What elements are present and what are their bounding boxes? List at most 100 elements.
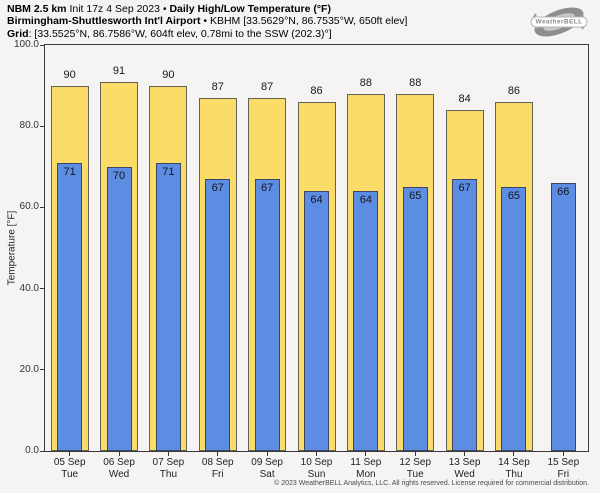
init-time: Init 17z 4 Sep 2023 • bbox=[66, 3, 170, 15]
x-axis-label: 15 Sep Fri bbox=[539, 457, 588, 481]
x-axis-tick bbox=[464, 451, 466, 456]
x-axis-label-date: 08 Sep bbox=[201, 457, 234, 468]
x-axis-label-date: 11 Sep bbox=[350, 457, 382, 468]
y-axis-tick-label: 80.0 bbox=[19, 120, 39, 132]
low-bar bbox=[501, 187, 527, 451]
x-axis-label: 09 Sep Sat bbox=[242, 457, 291, 481]
x-axis-label-weekday: Tue bbox=[61, 468, 79, 480]
low-value-label: 70 bbox=[112, 169, 126, 182]
low-bar bbox=[254, 178, 280, 451]
y-axis-tick-label: 20.0 bbox=[19, 363, 39, 375]
logo-text: WeatherBELL bbox=[530, 16, 588, 28]
x-axis-label: 13 Sep Wed bbox=[440, 457, 489, 481]
x-axis-tick bbox=[118, 451, 120, 456]
high-value-label: 84 bbox=[458, 92, 471, 105]
x-axis-label-date: 14 Sep bbox=[498, 457, 530, 468]
x-axis-label-weekday: Fri bbox=[211, 468, 224, 480]
low-value-label: 67 bbox=[211, 181, 224, 194]
header-line-3: Grid: [33.5525°N, 86.7586°W, 604ft elev,… bbox=[7, 28, 407, 40]
x-axis-tick bbox=[365, 451, 367, 456]
y-axis-tick bbox=[40, 450, 45, 452]
low-bar bbox=[353, 191, 379, 451]
high-value-label: 88 bbox=[359, 76, 372, 89]
y-axis-title: Temperature [°F] bbox=[6, 210, 18, 286]
y-axis-tick-label: 0.0 bbox=[25, 445, 39, 456]
high-value-label: 91 bbox=[112, 64, 126, 77]
x-axis-label-date: 12 Sep bbox=[399, 457, 432, 468]
high-value-label: 90 bbox=[63, 68, 76, 81]
x-axis-label-weekday: Fri bbox=[557, 468, 570, 480]
model-name: NBM 2.5 km bbox=[7, 3, 67, 15]
x-axis-tick bbox=[513, 451, 515, 456]
x-axis-tick bbox=[414, 451, 416, 456]
x-axis-label: 05 Sep Tue bbox=[45, 457, 94, 481]
low-value-label: 71 bbox=[63, 165, 76, 178]
x-axis-label: 14 Sep Thu bbox=[489, 457, 538, 481]
high-value-label: 88 bbox=[409, 76, 422, 89]
low-value-label: 65 bbox=[507, 190, 521, 203]
y-axis-tick-label: 60.0 bbox=[19, 201, 39, 213]
x-axis-label: 07 Sep Thu bbox=[144, 457, 193, 481]
low-value-label: 64 bbox=[359, 194, 372, 207]
plot-area: 0.0 20.0 40.0 60.0 80.0 100.0 90 71 05 Sep Tue 91 7… bbox=[14, 39, 589, 480]
station-details: • KBHM [33.5629°N, 86.7535°W, 650ft elev… bbox=[200, 15, 408, 28]
low-bar bbox=[155, 162, 181, 451]
station-name: Birmingham-Shuttlesworth Int'l Airport bbox=[7, 15, 201, 28]
low-value-label: 67 bbox=[458, 181, 471, 194]
high-value-label: 86 bbox=[310, 84, 323, 97]
x-axis-label-date: 06 Sep bbox=[103, 457, 135, 468]
x-axis-label: 08 Sep Fri bbox=[193, 457, 242, 481]
y-axis-tick-label: 100.0 bbox=[13, 39, 39, 50]
x-axis-tick bbox=[69, 451, 71, 456]
high-value-label: 87 bbox=[211, 80, 224, 93]
low-bar bbox=[205, 178, 231, 451]
low-bar bbox=[57, 162, 83, 451]
high-value-label: 87 bbox=[261, 80, 274, 93]
low-bar bbox=[106, 166, 132, 451]
chart-header: NBM 2.5 km Init 17z 4 Sep 2023 • Daily H… bbox=[7, 3, 407, 40]
low-bar bbox=[304, 191, 329, 451]
x-axis-label: 06 Sep Wed bbox=[94, 457, 143, 481]
x-axis-label-weekday: Wed bbox=[454, 468, 475, 480]
x-axis-label-weekday: Sun bbox=[307, 468, 326, 480]
chart-title: Daily High/Low Temperature (°F) bbox=[169, 3, 331, 15]
x-axis-label-date: 15 Sep bbox=[547, 457, 580, 468]
y-axis-tick bbox=[40, 206, 45, 208]
x-axis-label-weekday: Thu bbox=[159, 468, 178, 480]
high-value-label: 90 bbox=[162, 68, 175, 81]
x-axis-label-date: 07 Sep bbox=[152, 457, 185, 468]
low-value-label: 71 bbox=[162, 165, 175, 178]
x-axis-tick bbox=[562, 451, 564, 456]
y-axis-tick bbox=[40, 44, 45, 46]
x-axis-tick bbox=[217, 451, 219, 456]
x-axis-label-weekday: Thu bbox=[505, 468, 523, 480]
x-axis-label-weekday: Sat bbox=[259, 468, 275, 480]
x-axis-label-weekday: Mon bbox=[356, 468, 376, 480]
x-axis-label-weekday: Wed bbox=[108, 468, 130, 480]
low-value-label: 66 bbox=[557, 186, 570, 199]
low-value-label: 65 bbox=[409, 190, 422, 203]
low-bar bbox=[550, 183, 576, 451]
x-axis-label-date: 10 Sep bbox=[300, 457, 333, 468]
x-axis-label-date: 05 Sep bbox=[53, 457, 86, 468]
x-axis-label: 10 Sep Sun bbox=[292, 457, 341, 481]
y-axis-tick bbox=[40, 125, 45, 127]
low-value-label: 64 bbox=[310, 194, 323, 207]
header-line-2: Birmingham-Shuttlesworth Int'l Airport •… bbox=[7, 15, 407, 27]
copyright-notice: © 2023 WeatherBELL Analytics, LLC. All r… bbox=[274, 480, 589, 487]
grid-label: Grid bbox=[7, 27, 29, 40]
y-axis-tick bbox=[40, 288, 45, 290]
x-axis-tick bbox=[266, 451, 268, 456]
weatherbell-logo: WeatherBELL bbox=[526, 2, 592, 42]
y-axis-tick-label: 40.0 bbox=[19, 282, 39, 294]
x-axis-label-weekday: Tue bbox=[406, 468, 424, 480]
header-line-1: NBM 2.5 km Init 17z 4 Sep 2023 • Daily H… bbox=[7, 3, 407, 15]
high-value-label: 86 bbox=[507, 84, 521, 97]
low-bar bbox=[402, 187, 428, 451]
x-axis-label: 12 Sep Tue bbox=[391, 457, 440, 481]
x-axis-label-date: 13 Sep bbox=[448, 457, 481, 468]
x-axis-label-date: 09 Sep bbox=[251, 457, 283, 468]
x-axis-label: 11 Sep Mon bbox=[341, 457, 390, 481]
x-axis-tick bbox=[167, 451, 169, 456]
